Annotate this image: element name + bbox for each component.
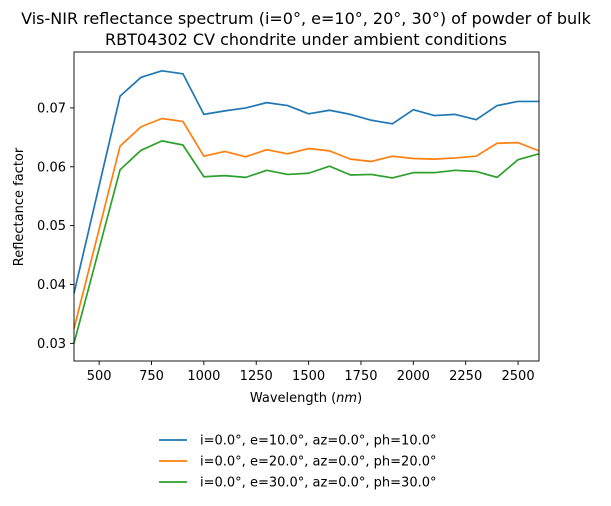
legend-label-3: i=0.0°, e=30.0°, az=0.0°, ph=30.0° [200, 476, 437, 491]
x-tick-label: 1250 [240, 369, 273, 384]
x-tick-label: 2500 [502, 369, 535, 384]
y-tick-label: 0.03 [37, 337, 66, 352]
series-line-1 [73, 69, 539, 294]
y-tick-label: 0.06 [37, 160, 66, 175]
chart-title: Vis-NIR reflectance spectrum (i=0°, e=10… [21, 9, 591, 28]
y-tick-label: 0.04 [37, 278, 66, 293]
legend-label-1: i=0.0°, e=10.0°, az=0.0°, ph=10.0° [200, 434, 437, 449]
legend-label-2: i=0.0°, e=20.0°, az=0.0°, ph=20.0° [200, 455, 437, 470]
x-tick-label: 1750 [344, 369, 377, 384]
x-axis: 500 750 1000 1250 1500 1750 2000 2250 2500 [87, 361, 535, 384]
x-axis-label-prefix: Wavelength ( [250, 391, 336, 406]
chart-subtitle: RBT04302 CV chondrite under ambient cond… [105, 30, 507, 49]
y-tick-label: 0.05 [37, 219, 66, 234]
x-tick-label: 500 [87, 369, 112, 384]
x-tick-label: 750 [139, 369, 164, 384]
series-line-2 [73, 117, 540, 329]
x-tick-label: 2250 [449, 369, 482, 384]
x-tick-label: 2000 [397, 369, 430, 384]
x-axis-label-unit: nm [336, 391, 357, 406]
legend: i=0.0°, e=10.0°, az=0.0°, ph=10.0° i=0.0°… [159, 434, 437, 491]
y-axis: 0.03 0.04 0.05 0.06 0.07 [37, 101, 74, 352]
x-axis-label-suffix: ) [357, 391, 362, 406]
x-tick-label: 1500 [292, 369, 325, 384]
plot-lines [73, 69, 540, 344]
plot-frame [73, 51, 540, 362]
y-axis-label: Reflectance factor [12, 147, 27, 266]
x-axis-label: Wavelength (nm) [250, 391, 362, 406]
series-line-3 [73, 140, 540, 344]
x-tick-label: 1000 [187, 369, 220, 384]
y-tick-label: 0.07 [37, 101, 66, 116]
